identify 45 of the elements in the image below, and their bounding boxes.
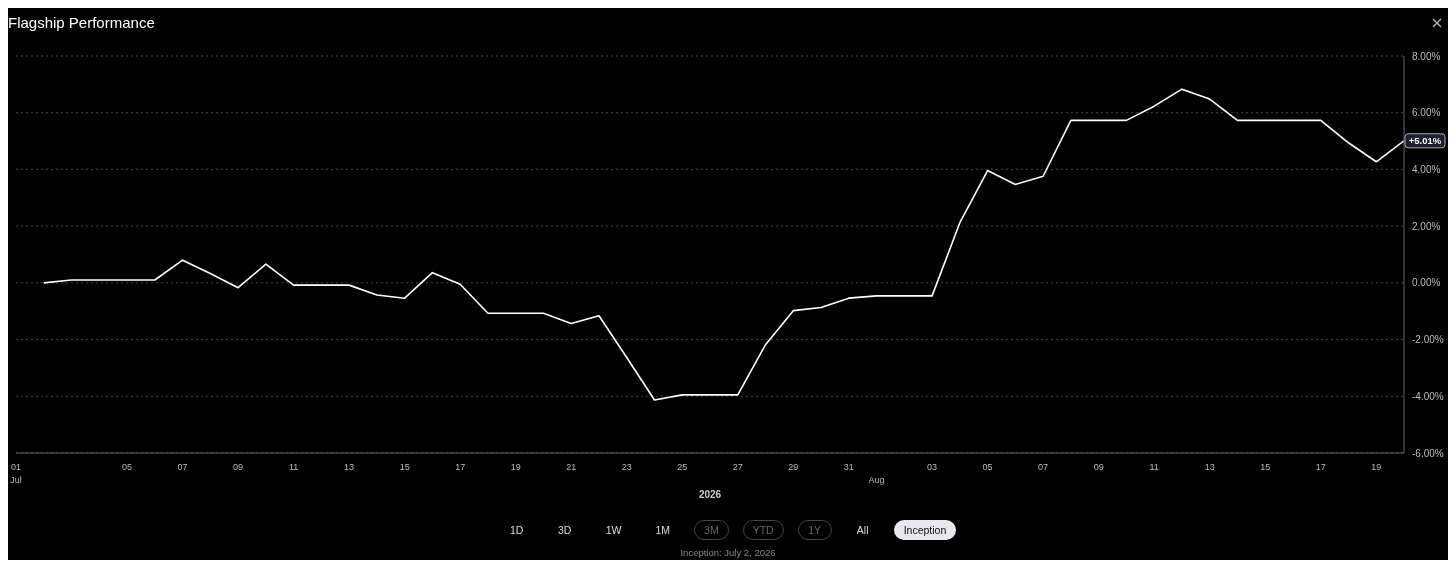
range-button[interactable]: 1W: [595, 520, 632, 540]
x-tick-label: 07: [177, 462, 188, 472]
x-tick-label: 11: [288, 462, 299, 472]
x2-tick-label: Aug: [868, 475, 885, 485]
x-tick-label: 27: [732, 462, 743, 472]
range-button[interactable]: Inception: [893, 520, 957, 540]
x-tick-label: 01: [10, 462, 22, 472]
range-button[interactable]: 1D: [499, 520, 534, 540]
range-button[interactable]: 1M: [645, 520, 681, 540]
x-tick-label: 21: [566, 462, 577, 472]
annotation: +5.01%: [1408, 135, 1442, 147]
line-series: [42, 88, 1404, 401]
x-tick-label: 11: [1149, 462, 1159, 472]
x-tick-label: 13: [344, 462, 355, 472]
y-tick-label: 2.00%: [1412, 220, 1441, 232]
x-tick-label: 05: [122, 462, 133, 472]
x-tick-label: 17: [455, 462, 466, 472]
x-tick-label: 15: [399, 462, 410, 472]
y-tick-label: 6.00%: [1412, 107, 1441, 119]
x-tick-label: 13: [1204, 462, 1215, 472]
x-tick-label: 29: [788, 462, 799, 472]
x-tick-label: 19: [510, 462, 521, 472]
x-axis-title: 2026: [698, 489, 722, 500]
text: Inception: July 2, 2026: [679, 547, 777, 558]
chart-title: Flagship Performance: [8, 14, 155, 31]
y-tick-label: -6.00%: [1412, 447, 1444, 459]
y-tick-label: -4.00%: [1412, 390, 1444, 402]
x-tick-label: 23: [621, 462, 632, 472]
x2-tick-label: Jul: [10, 475, 22, 485]
y-tick-label: -2.00%: [1412, 334, 1444, 346]
x-tick-label: 19: [1371, 462, 1382, 472]
x-tick-label: 31: [843, 462, 854, 472]
y-tick-label: 8.00%: [1412, 50, 1441, 62]
x-tick-label: 09: [1093, 462, 1104, 472]
x-tick-label: 05: [982, 462, 993, 472]
y-tick-label: 0.00%: [1412, 277, 1441, 289]
x-tick-label: 07: [1038, 462, 1049, 472]
x-tick-label: 25: [677, 462, 688, 472]
x-tick-label: 03: [927, 462, 938, 472]
x-tick-label: 17: [1315, 462, 1326, 472]
x-tick-label: 15: [1260, 462, 1271, 472]
range-button[interactable]: All: [845, 520, 880, 540]
y-tick-label: 4.00%: [1412, 163, 1441, 175]
range-button[interactable]: 3D: [547, 520, 582, 540]
x-tick-label: 09: [233, 462, 244, 472]
